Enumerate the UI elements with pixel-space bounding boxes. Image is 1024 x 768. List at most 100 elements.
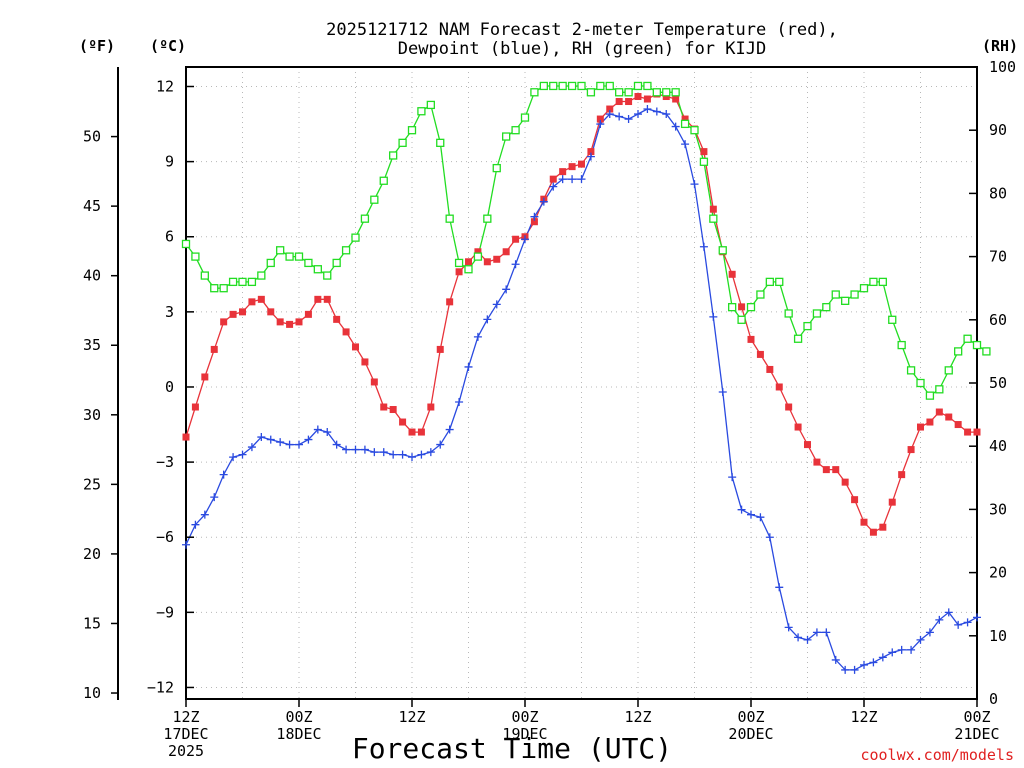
rh-point	[389, 151, 398, 160]
rh-point	[398, 138, 407, 147]
rh-point	[859, 284, 869, 293]
temperature-point	[323, 295, 331, 303]
rh-point	[652, 88, 661, 97]
temperature-point	[681, 115, 689, 123]
rh-tick-label: 50	[989, 374, 1007, 392]
temperature-point	[926, 418, 934, 426]
time-tick-label: 00Z	[963, 708, 990, 726]
temperature-point	[304, 310, 312, 318]
temperature-point	[210, 345, 218, 353]
temperature-point	[756, 350, 764, 358]
celsius-unit-label: (ºC)	[150, 37, 186, 55]
fahrenheit-tick-label: 30	[83, 406, 101, 424]
temperature-point	[935, 408, 943, 416]
dewpoint-point	[210, 493, 219, 502]
rh-point	[228, 277, 238, 287]
dewpoint-point	[860, 660, 868, 669]
dewpoint-point	[643, 105, 652, 114]
temperature-point	[361, 358, 369, 366]
dewpoint-point	[455, 398, 464, 407]
temperature-line	[185, 93, 977, 534]
rh-point	[502, 132, 511, 141]
temperature-point	[625, 98, 633, 106]
dewpoint-point	[285, 440, 294, 449]
time-tick-label: 12Z	[850, 708, 877, 726]
rh-point	[436, 138, 445, 147]
rh-point	[803, 321, 812, 331]
dewpoint-point	[304, 435, 313, 444]
dewpoint-point	[803, 635, 812, 644]
fahrenheit-tick-label: 10	[83, 684, 101, 702]
dewpoint-point	[652, 107, 661, 116]
rh-point	[897, 340, 906, 350]
rh-point	[257, 271, 266, 280]
rh-point	[718, 246, 727, 255]
temperature-point	[530, 218, 538, 226]
fahrenheit-tick-label: 20	[83, 545, 101, 563]
temperature-point	[822, 466, 830, 474]
chart-title-line1: 2025121712 NAM Forecast 2-meter Temperat…	[326, 20, 838, 40]
fahrenheit-tick-label: 25	[83, 475, 101, 493]
temperature-point	[634, 93, 642, 101]
dewpoint-point	[690, 180, 699, 189]
celsius-tick-label: 12	[156, 78, 174, 96]
temperature-point	[257, 295, 265, 303]
rh-point	[680, 119, 690, 129]
rh-point	[643, 81, 652, 91]
rh-point	[294, 252, 304, 261]
rh-point	[728, 303, 737, 312]
rh-point	[624, 88, 633, 97]
temperature-point	[239, 308, 246, 316]
dewpoint-point	[464, 362, 473, 371]
temperature-point	[502, 248, 510, 256]
rh-point	[746, 303, 756, 312]
dewpoint-point	[935, 615, 944, 624]
dewpoint-point	[888, 648, 897, 657]
gridlines	[186, 67, 977, 699]
rh-line	[185, 85, 987, 397]
rh-point	[690, 126, 699, 135]
temperature-point	[672, 95, 680, 103]
rh-point	[878, 277, 887, 287]
temperature-point	[898, 471, 906, 479]
temperature-point	[220, 318, 228, 326]
dewpoint-point	[850, 665, 859, 674]
rh-point	[473, 252, 483, 261]
rh-point	[407, 126, 417, 135]
rh-point	[633, 81, 643, 91]
time-tick-label: 20DEC	[728, 725, 773, 743]
dewpoint-point	[765, 533, 774, 542]
temperature-point	[295, 318, 303, 326]
temperature-point	[568, 163, 576, 171]
dewpoint-point	[342, 445, 351, 454]
dewpoint-point	[775, 583, 784, 592]
rh-point	[426, 100, 435, 110]
rh-tick-label: 90	[989, 121, 1007, 139]
dewpoint-point	[756, 513, 765, 522]
time-tick-label: 00Z	[511, 708, 538, 726]
temperature-point	[662, 93, 670, 101]
rh-point	[756, 290, 765, 299]
celsius-tick-label: −12	[147, 678, 174, 696]
rh-point	[963, 334, 972, 343]
temperature-point	[455, 268, 463, 276]
dewpoint-point	[445, 425, 454, 434]
time-tick-label: 12Z	[172, 708, 199, 726]
temperature-point	[804, 441, 811, 449]
temperature-point	[483, 258, 491, 266]
series-markers	[181, 81, 991, 674]
dewpoint-point	[841, 665, 850, 674]
rh-point	[304, 258, 313, 268]
dewpoint-point	[521, 235, 529, 244]
temperature-point	[700, 148, 708, 156]
rh-point	[784, 309, 793, 318]
time-tick-label: 21DEC	[954, 725, 999, 743]
temperature-point	[643, 95, 651, 103]
temperature-point	[615, 98, 623, 106]
dewpoint-point	[398, 450, 407, 459]
dewpoint-line	[185, 108, 978, 671]
fahrenheit-tick-label: 15	[83, 614, 101, 632]
rh-point	[285, 252, 294, 261]
dewpoint-point	[681, 140, 690, 149]
dewpoint-point	[389, 450, 398, 459]
